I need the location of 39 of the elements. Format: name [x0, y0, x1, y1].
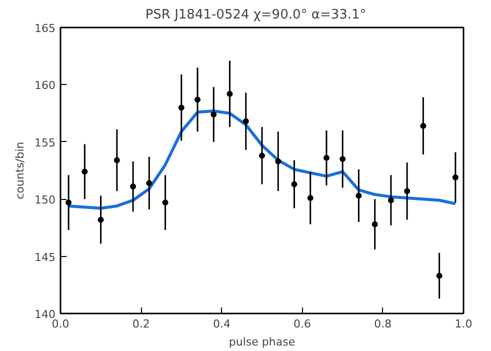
point — [162, 200, 168, 206]
point — [259, 152, 265, 159]
point — [98, 216, 104, 223]
point — [420, 122, 426, 129]
y-tick-label: 145 — [34, 250, 56, 264]
point — [82, 168, 88, 175]
point — [307, 194, 314, 201]
x-tick-label: 0.6 — [294, 318, 312, 330]
x-tick-label: 0.4 — [212, 318, 230, 330]
y-axis-title: counts/bin — [14, 142, 27, 200]
point — [356, 192, 362, 199]
point — [242, 118, 249, 124]
x-tick-label: 0.8 — [374, 318, 392, 330]
line-series — [67, 110, 457, 210]
point — [275, 158, 282, 164]
point — [226, 90, 233, 97]
point — [194, 96, 201, 103]
point — [146, 180, 152, 186]
y-tick-label: 150 — [34, 194, 56, 207]
point — [452, 174, 458, 180]
point — [291, 181, 298, 188]
point — [340, 156, 346, 162]
chart-title: PSR J1841-0524 χ=90.0° α=33.1° — [145, 8, 366, 22]
point — [130, 184, 136, 190]
y-tick-label: 155 — [34, 136, 56, 150]
point — [178, 104, 184, 111]
y-tick-label: 165 — [34, 22, 56, 35]
point — [404, 188, 410, 194]
point — [114, 157, 120, 164]
x-axis-title: pulse phase — [228, 336, 296, 348]
y-tick-label: 160 — [34, 79, 56, 92]
point — [372, 221, 378, 228]
point — [210, 111, 217, 118]
x-tick-label: 0.2 — [132, 318, 150, 330]
x-tick-label: 1.0 — [454, 318, 472, 330]
point — [436, 272, 442, 279]
point — [388, 197, 394, 204]
point — [66, 200, 72, 206]
point — [323, 154, 330, 161]
